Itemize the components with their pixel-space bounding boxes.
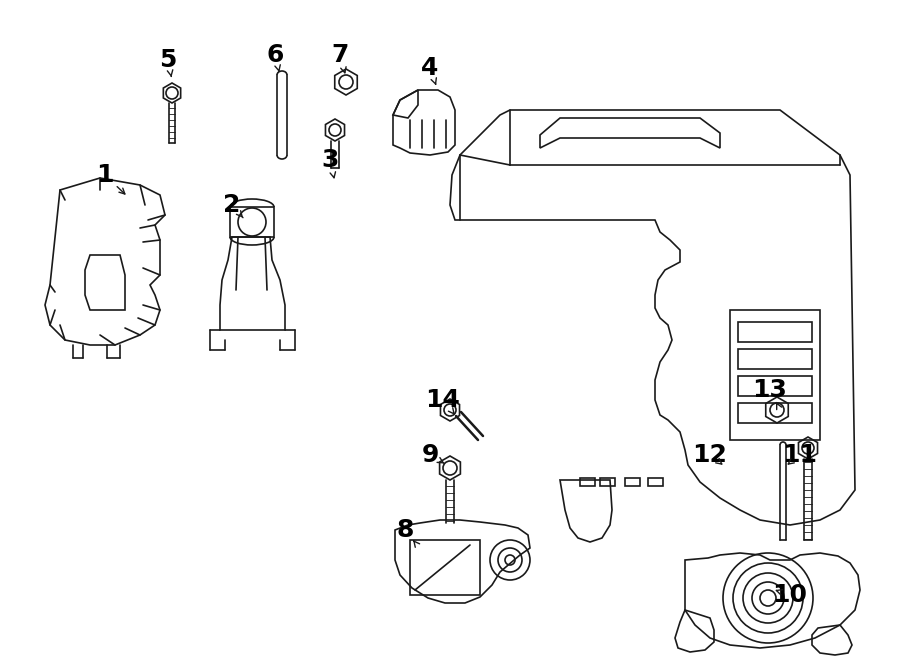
Bar xyxy=(730,310,820,440)
Text: 12: 12 xyxy=(693,443,727,467)
Bar xyxy=(648,478,663,486)
Text: 6: 6 xyxy=(266,43,284,67)
Text: 10: 10 xyxy=(772,583,807,607)
Text: 1: 1 xyxy=(96,163,113,187)
Text: 3: 3 xyxy=(321,148,338,172)
Bar xyxy=(410,540,480,595)
Text: 13: 13 xyxy=(752,378,788,402)
Text: 4: 4 xyxy=(421,56,438,80)
Text: 14: 14 xyxy=(426,388,461,412)
Text: 7: 7 xyxy=(331,43,348,67)
Text: 11: 11 xyxy=(782,443,817,467)
Bar xyxy=(230,207,274,237)
Bar xyxy=(738,403,812,423)
Text: 8: 8 xyxy=(396,518,414,542)
Bar xyxy=(738,322,812,342)
Text: 2: 2 xyxy=(223,193,240,217)
Bar xyxy=(600,478,615,486)
Bar xyxy=(738,349,812,369)
Bar xyxy=(738,376,812,396)
Bar xyxy=(580,478,595,486)
Text: 5: 5 xyxy=(159,48,176,72)
Bar xyxy=(625,478,640,486)
Text: 9: 9 xyxy=(421,443,438,467)
